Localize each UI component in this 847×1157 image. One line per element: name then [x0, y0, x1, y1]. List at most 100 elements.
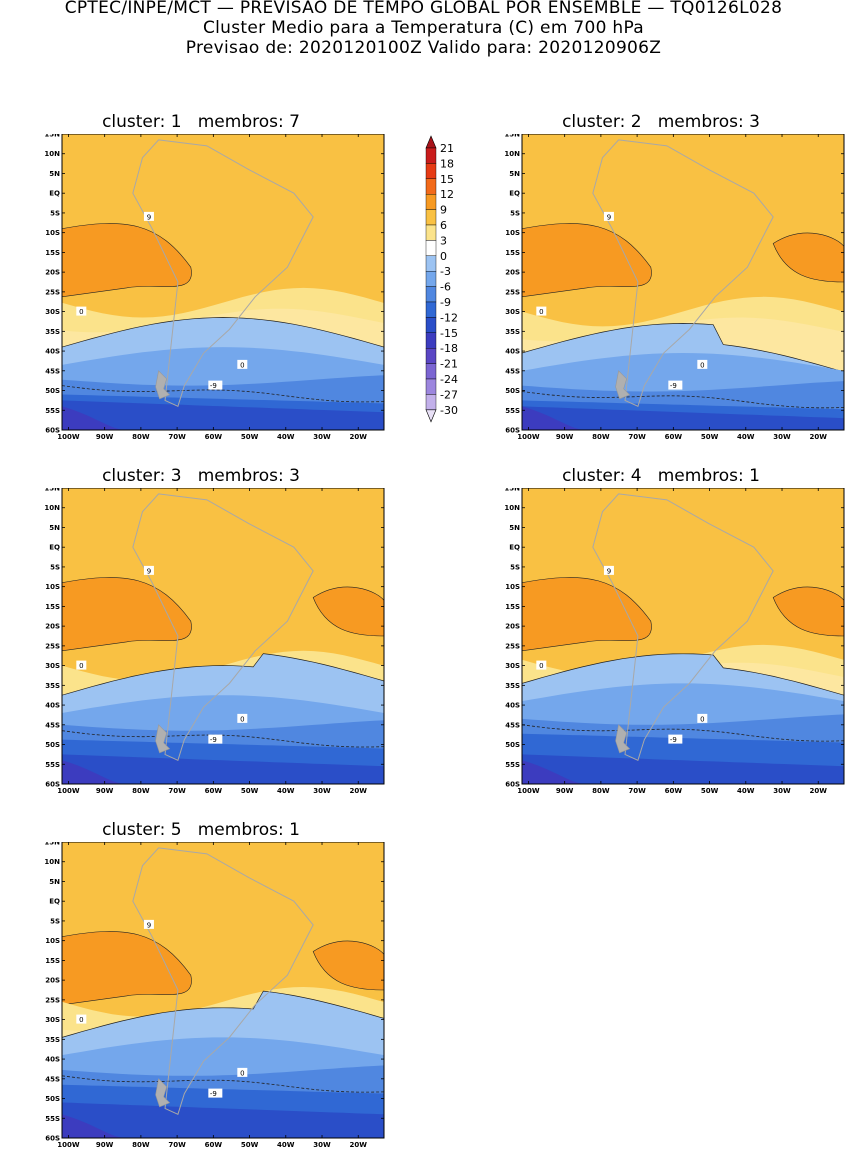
- colorbar-swatch: [425, 194, 437, 210]
- lat-label: 40S: [45, 348, 60, 356]
- lon-label: 30W: [773, 433, 791, 441]
- colorbar-label: 15: [440, 173, 454, 186]
- lat-label: 50S: [45, 387, 60, 395]
- warm-region: [772, 232, 844, 283]
- lat-label: 50S: [505, 741, 520, 749]
- lon-label: 70W: [168, 433, 186, 441]
- colorbar-label: -3: [440, 265, 451, 278]
- lat-label: 10S: [505, 229, 520, 237]
- colorbar-swatch: [425, 255, 437, 272]
- lat-label: 25S: [505, 642, 520, 650]
- lon-label: 30W: [313, 1141, 331, 1149]
- colorbar-swatch: [425, 209, 437, 226]
- colorbar-label: -18: [440, 342, 458, 355]
- svg-text:9: 9: [607, 567, 611, 575]
- lon-label: 100W: [57, 433, 80, 441]
- temperature-field: 9 0 0 -9: [522, 134, 844, 430]
- colorbar-top-arrow: [425, 135, 437, 149]
- lon-label: 40W: [737, 787, 755, 795]
- band-minus-18: [522, 406, 587, 430]
- band-minus-18: [62, 1114, 127, 1138]
- lat-label: 50S: [505, 387, 520, 395]
- lon-label: 90W: [556, 787, 574, 795]
- colorbar-swatch: [425, 224, 437, 241]
- contour-label-9: 9: [143, 211, 154, 221]
- contour-label-0: 0: [76, 660, 87, 670]
- panel-title: cluster: 1 membros: 7: [102, 112, 300, 132]
- band-minus-15: [522, 754, 844, 784]
- lon-label: 80W: [132, 433, 150, 441]
- lat-label: 60S: [505, 427, 520, 435]
- lat-label: 55S: [45, 407, 60, 415]
- contour-label-0: 0: [536, 306, 547, 316]
- lon-label: 60W: [205, 1141, 223, 1149]
- continent-outline: [592, 493, 774, 762]
- lat-label: 5S: [510, 209, 520, 217]
- contour-label-minus-9: -9: [668, 734, 683, 744]
- svg-text:0: 0: [79, 662, 83, 670]
- contour-label-minus-9: -9: [668, 380, 683, 390]
- continent-outline: [592, 139, 774, 408]
- continent-outline: [132, 493, 314, 762]
- lat-label: 50S: [45, 1095, 60, 1103]
- svg-text:0: 0: [240, 361, 244, 369]
- contour-minus-9: [62, 385, 384, 403]
- colorbar-swatch: [425, 347, 437, 364]
- lat-label: 5N: [49, 878, 60, 886]
- map-frame: [61, 134, 385, 431]
- svg-text:0: 0: [79, 1016, 83, 1024]
- lat-label: 35S: [505, 682, 520, 690]
- contour-label-0: 0: [76, 1014, 87, 1024]
- colorbar-label: 12: [440, 188, 454, 201]
- lat-label: 30S: [45, 1016, 60, 1024]
- colorbar-label: 21: [440, 142, 454, 155]
- header-line-3: Previsao de: 2020120100Z Valido para: 20…: [185, 38, 662, 58]
- map-svg: 9 0 0 -9 15N 10N 5N EQ 5S 10S 15S 20S 25S 30S 35S 40S 45…: [44, 488, 385, 795]
- contour-label-0: 0: [237, 713, 248, 723]
- colorbar-swatch: [425, 317, 437, 333]
- lat-label: 15S: [505, 603, 520, 611]
- map-frame: [521, 488, 845, 785]
- lat-label: 10N: [44, 858, 60, 866]
- lat-label: 15N: [44, 488, 60, 493]
- colorbar-swatch: [425, 270, 437, 287]
- colorbar-label: 6: [440, 219, 447, 232]
- lat-label: EQ: [49, 190, 60, 198]
- colorbar-label: -15: [440, 327, 458, 340]
- lat-label: 10S: [45, 229, 60, 237]
- lon-label: 80W: [132, 1141, 150, 1149]
- colorbar-label: -12: [440, 311, 458, 324]
- lat-label: 45S: [45, 1075, 60, 1083]
- panel-title: cluster: 3 membros: 3: [102, 466, 300, 486]
- lat-label: 10N: [504, 150, 520, 158]
- contour-label-minus-9: -9: [208, 734, 223, 744]
- colorbar-label: 3: [440, 234, 447, 247]
- lat-label: 35S: [45, 682, 60, 690]
- lon-label: 90W: [96, 1141, 114, 1149]
- band-minus-18: [522, 760, 587, 784]
- lat-label: 55S: [505, 407, 520, 415]
- lon-label: 70W: [628, 787, 646, 795]
- lon-label: 30W: [313, 787, 331, 795]
- lon-label: 30W: [313, 433, 331, 441]
- lon-label: 20W: [810, 433, 828, 441]
- svg-text:9: 9: [147, 921, 151, 929]
- lon-label: 90W: [96, 433, 114, 441]
- panel-cluster-3: cluster: 3 membros: 3 9 0 0 -9 15N 10N 5N EQ 5S 1…: [40, 466, 385, 795]
- lon-label: 60W: [205, 787, 223, 795]
- map-svg: 9 0 0 -9 15N 10N 5N EQ 5S 10S 15S 20S 25S 30S 35S 40S 45…: [44, 134, 385, 441]
- patagonia-islands: [155, 724, 171, 754]
- lat-label: 30S: [505, 308, 520, 316]
- lat-label: 15S: [45, 957, 60, 965]
- panel-cluster-2: cluster: 2 membros: 3 9 0 0 -9 15N 10N 5N EQ 5S 1…: [500, 112, 845, 441]
- lat-label: 55S: [505, 761, 520, 769]
- band-minus-18: [62, 760, 127, 784]
- lat-label: 5S: [50, 563, 60, 571]
- svg-text:0: 0: [539, 662, 543, 670]
- lon-label: 40W: [737, 433, 755, 441]
- svg-text:0: 0: [700, 715, 704, 723]
- map-frame: [61, 842, 385, 1139]
- colorbar-swatch: [425, 394, 437, 410]
- lat-label: 55S: [45, 761, 60, 769]
- warm-region: [312, 586, 384, 637]
